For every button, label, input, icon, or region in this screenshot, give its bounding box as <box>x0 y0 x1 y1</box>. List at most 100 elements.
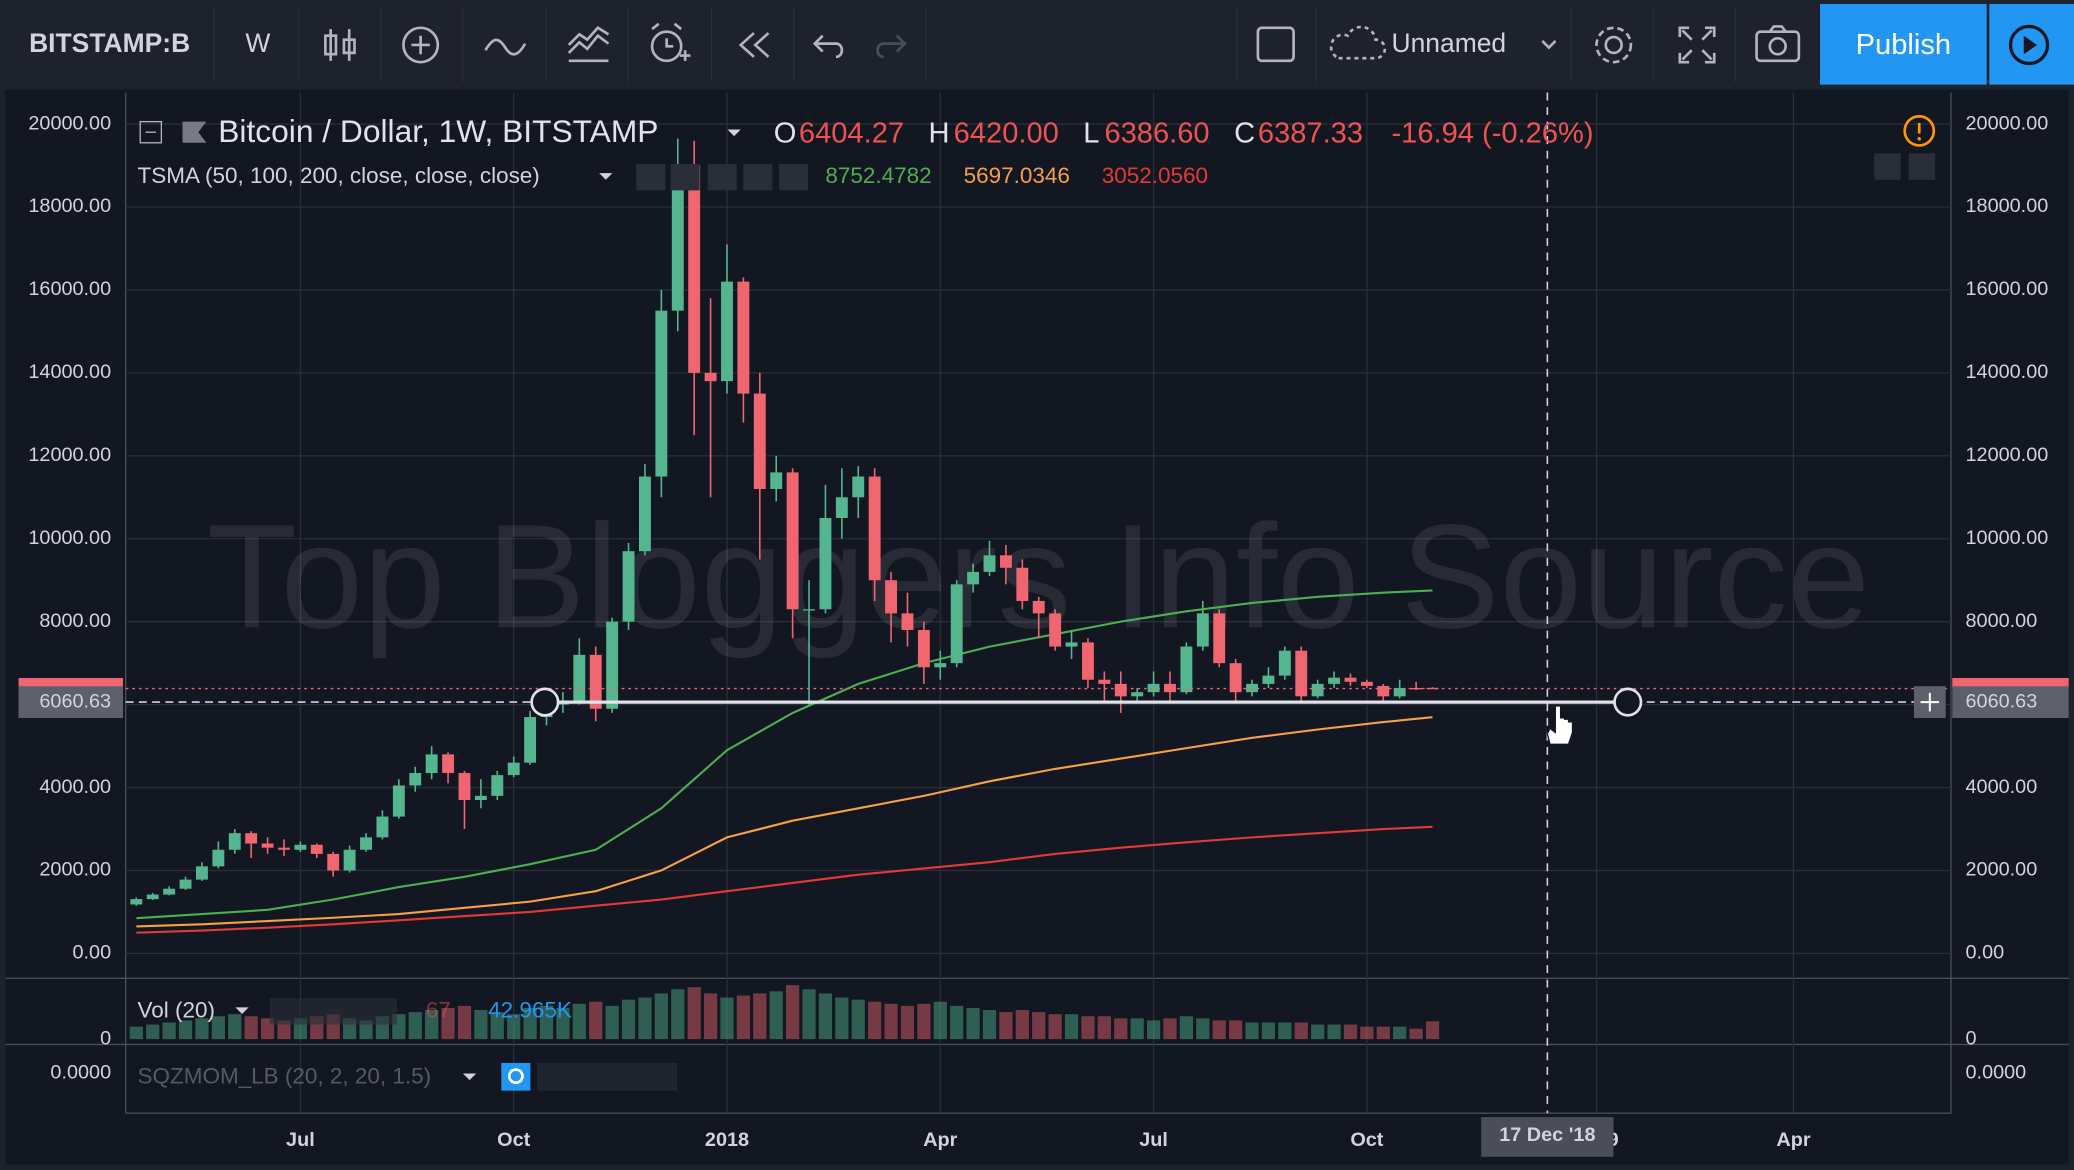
volume-bar <box>687 987 701 1040</box>
symbol[interactable]: BITSTAMP:B <box>29 28 190 58</box>
main-legend: Bitcoin / Dollar, 1W, BITSTAMP O 6404.27… <box>138 113 1936 191</box>
templates-button[interactable] <box>567 26 610 63</box>
y-tick-label: 16000.00 <box>28 278 111 300</box>
volume-bar <box>1278 1022 1292 1040</box>
x-tick-label: 2018 <box>705 1129 749 1151</box>
ma-line <box>136 825 1433 934</box>
collapse-icon[interactable] <box>139 120 163 144</box>
candle-body <box>1278 650 1291 676</box>
candle-body <box>278 847 290 850</box>
replay-button[interactable] <box>738 32 770 58</box>
candle-body <box>360 837 372 850</box>
compare-button[interactable] <box>402 26 440 64</box>
icon <box>484 38 527 56</box>
oscillator-buttons[interactable] <box>537 1062 678 1091</box>
volume-bar <box>457 1005 472 1040</box>
candle-body <box>885 580 898 614</box>
ohlc-key: C <box>1234 118 1255 150</box>
volume-name: Vol (20) <box>138 997 215 1022</box>
candle-body <box>868 476 881 581</box>
candle-body <box>1229 663 1242 693</box>
icon <box>1595 26 1633 64</box>
warning-icon[interactable] <box>1903 115 1936 147</box>
cursor <box>1546 705 1574 745</box>
candle-body <box>753 393 766 489</box>
candle-body <box>1164 683 1176 693</box>
candle-body <box>146 894 159 900</box>
snapshot-button[interactable] <box>1755 25 1801 63</box>
y-tick-label: 14000.00 <box>28 361 111 383</box>
ohlc-key: H <box>929 118 950 150</box>
y-tick-label: 4000.00 <box>39 776 111 798</box>
candle-body <box>1016 567 1029 601</box>
candle-body <box>294 844 307 850</box>
volume-bar <box>1163 1018 1177 1040</box>
volume-bar <box>1081 1016 1095 1040</box>
indicator-button[interactable] <box>670 163 700 191</box>
candle-body <box>1295 650 1308 697</box>
candle-body <box>1213 613 1226 664</box>
candle-body <box>835 497 848 519</box>
caret[interactable] <box>599 173 613 180</box>
series-title: Bitcoin / Dollar, 1W, BITSTAMP <box>218 113 658 149</box>
crosshair-label-box <box>1481 1117 1614 1157</box>
caret[interactable] <box>727 129 741 137</box>
indicator-button[interactable] <box>779 163 809 191</box>
redo-button[interactable] <box>876 34 907 59</box>
interval[interactable]: W <box>245 28 270 58</box>
scroll-icon[interactable] <box>1874 153 1901 180</box>
candle-body <box>606 621 619 709</box>
fullscreen-button[interactable] <box>1678 26 1716 64</box>
x-tick-label: Oct <box>497 1129 530 1151</box>
volume-bar <box>1409 1028 1423 1040</box>
indicators-button[interactable] <box>484 38 527 56</box>
save-layout-button[interactable]: Unnamed <box>1329 25 1557 60</box>
alert-button[interactable] <box>650 22 691 63</box>
y-tick-label: 20000.00 <box>1966 112 2049 134</box>
volume-bar <box>933 1001 947 1040</box>
icon <box>2023 35 2037 55</box>
scroll-icon[interactable] <box>1908 153 1936 180</box>
hline-axis-box <box>18 686 124 718</box>
layout-button[interactable] <box>1256 26 1295 63</box>
undo-button[interactable] <box>812 34 844 59</box>
icon <box>651 22 691 61</box>
hline-handle[interactable] <box>530 687 560 717</box>
volume-bar <box>999 1012 1013 1040</box>
candle-body <box>786 472 799 610</box>
volume-bar <box>884 1003 898 1040</box>
settings-button[interactable] <box>1595 26 1633 64</box>
volume-bar <box>359 1020 373 1040</box>
candle-body <box>212 849 225 867</box>
candle-body <box>770 472 783 489</box>
hline-handle[interactable] <box>1613 687 1643 717</box>
volume-bar <box>162 1022 176 1040</box>
y-tick-label: 2000.00 <box>39 859 111 881</box>
play-button[interactable] <box>1989 3 2074 85</box>
icon <box>1329 25 1387 60</box>
caret[interactable] <box>235 1007 249 1014</box>
indicator-button[interactable] <box>707 163 737 191</box>
volume-bar <box>703 993 718 1040</box>
volume-bar <box>244 1016 258 1040</box>
toolbar: BITSTAMP:B W Unnamed Publish <box>29 3 2074 85</box>
visibility-button[interactable] <box>501 1062 531 1091</box>
oscillator-tick-label: 0.0000 <box>1966 1062 2027 1084</box>
y-tick-label: 20000.00 <box>28 112 111 134</box>
publish-button[interactable]: Publish <box>1820 3 1987 85</box>
icon <box>567 26 610 63</box>
indicator-value: 8752.4782 <box>825 163 931 188</box>
caret[interactable] <box>462 1073 477 1081</box>
icon <box>1755 30 1801 63</box>
candle-body <box>524 717 537 763</box>
indicator-button[interactable] <box>636 163 666 191</box>
candle-body <box>934 663 947 668</box>
y-tick-label: 14000.00 <box>1966 361 2049 383</box>
volume-buttons[interactable] <box>269 998 397 1025</box>
indicator-name: TSMA (50, 100, 200, close, close, close) <box>138 163 540 188</box>
candle-body <box>1180 646 1193 693</box>
indicator-button[interactable] <box>743 163 773 191</box>
chart-style-button[interactable] <box>324 29 356 61</box>
candle-body <box>589 654 602 709</box>
layout-name[interactable]: Unnamed <box>1391 28 1506 58</box>
